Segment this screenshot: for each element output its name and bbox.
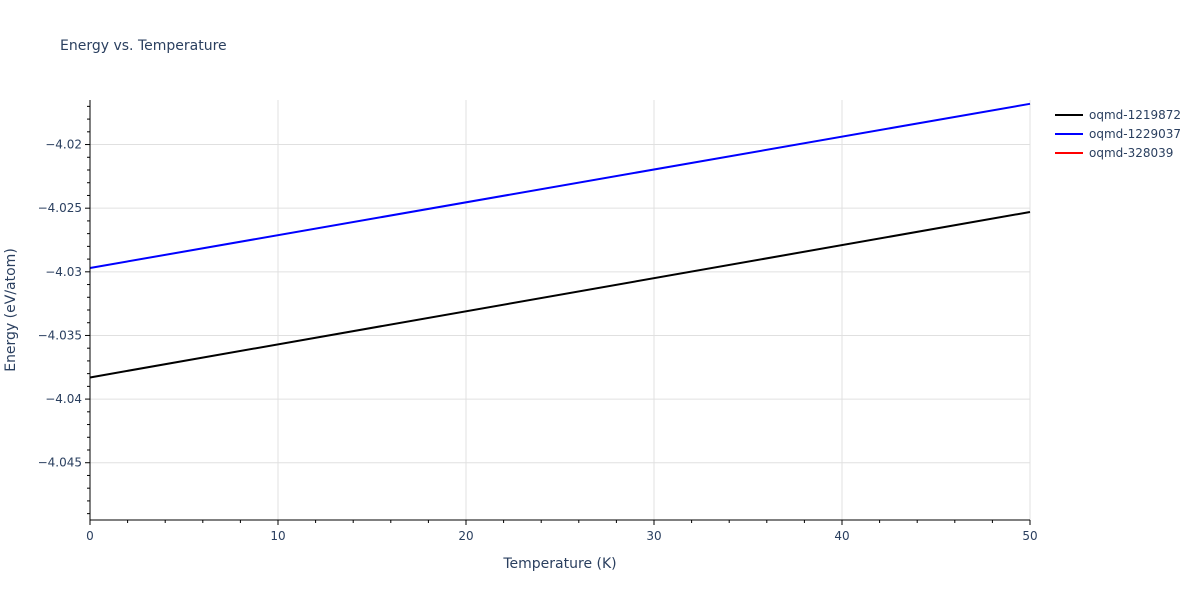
legend-item-oqmd-1219872[interactable]: oqmd-1219872 [1055, 108, 1181, 122]
legend[interactable]: oqmd-1219872 oqmd-1229037 oqmd-328039 [1055, 108, 1181, 160]
series-layer [89, 102, 1031, 379]
y-axis-title: Energy (eV/atom) [3, 248, 19, 372]
y-tick-label: −4.025 [38, 201, 82, 215]
x-tick-label: 0 [86, 529, 94, 543]
series-line-oqmd-1229037 [89, 102, 1031, 269]
axis-layer: 0 10 20 30 40 50 −4.02 −4.025 −4.03 −4.035 −4.04 −4… [38, 100, 1038, 543]
legend-label: oqmd-1219872 [1089, 108, 1181, 122]
legend-item-oqmd-1229037[interactable]: oqmd-1229037 [1055, 127, 1181, 141]
legend-item-oqmd-328039[interactable]: oqmd-328039 [1055, 146, 1173, 160]
x-tick-label: 40 [834, 529, 849, 543]
x-axis-title: Temperature (K) [502, 556, 616, 572]
y-tick-label: −4.02 [45, 138, 82, 152]
legend-label: oqmd-1229037 [1089, 127, 1181, 141]
y-tick-label: −4.035 [38, 328, 82, 342]
x-tick-label: 30 [646, 529, 661, 543]
series-line-oqmd-1219872 [89, 211, 1031, 379]
y-tick-label: −4.04 [45, 392, 82, 406]
x-tick-label: 10 [270, 529, 285, 543]
legend-label: oqmd-328039 [1089, 146, 1173, 160]
chart-title: Energy vs. Temperature [60, 38, 227, 54]
y-tick-label: −4.03 [45, 265, 82, 279]
y-tick-label: −4.045 [38, 456, 82, 470]
grid-layer [90, 100, 1031, 520]
x-tick-label: 50 [1022, 529, 1037, 543]
x-tick-label: 20 [458, 529, 473, 543]
